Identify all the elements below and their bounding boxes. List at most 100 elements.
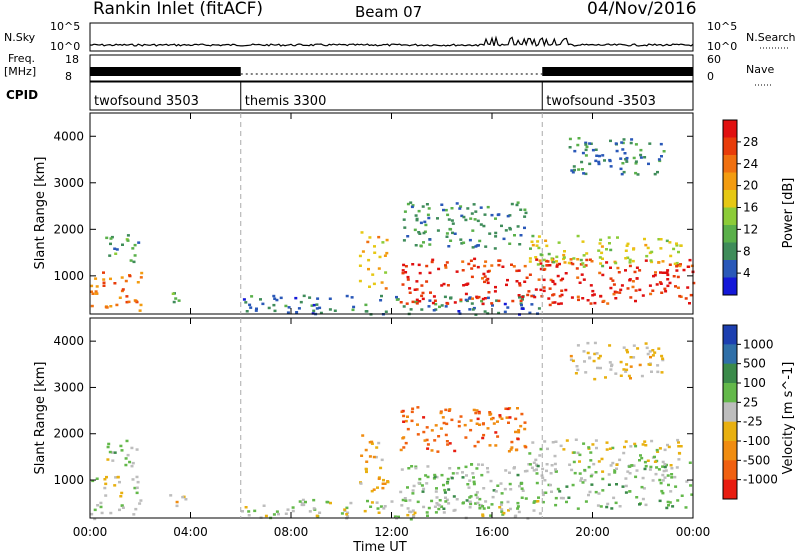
echo-cell-7 (589, 451, 593, 454)
echo-cell-0 (94, 290, 98, 293)
echo-cell-5 (447, 218, 451, 221)
echo-cell-6 (452, 495, 456, 498)
echo-cell-6 (470, 463, 474, 466)
echo-cell-0 (113, 282, 117, 285)
echo-cell-8 (614, 372, 618, 375)
echo-cell-6 (437, 267, 441, 271)
echo-cell-3 (413, 511, 417, 515)
echo-cell-0 (105, 475, 108, 479)
colorbar-band (723, 460, 737, 481)
echo-cell-3 (459, 299, 463, 303)
echo-cell-5 (440, 203, 444, 206)
echo-cell-4 (370, 489, 374, 493)
echo-cell-6 (632, 464, 636, 467)
echo-cell-3 (384, 310, 388, 313)
echo-cell-3 (480, 299, 484, 303)
echo-cell-3 (503, 302, 507, 306)
echo-cell-7 (576, 234, 580, 238)
echo-cell-3 (420, 308, 424, 311)
echo-cell-7 (601, 470, 605, 473)
echo-cell-5 (507, 421, 510, 424)
echo-cell-3 (275, 510, 279, 513)
echo-cell-6 (601, 489, 605, 492)
echo-cell-4 (375, 446, 379, 449)
echo-cell-4 (386, 480, 390, 484)
echo-cell-6 (558, 490, 562, 493)
echo-cell-7 (542, 258, 546, 262)
echo-cell-3 (507, 509, 510, 512)
echo-cell-4 (377, 235, 381, 239)
echo-cell-7 (626, 256, 630, 259)
echo-cell-2 (174, 297, 178, 300)
echo-cell-8 (629, 141, 633, 145)
echo-cell-5 (517, 429, 521, 432)
echo-cell-0 (116, 476, 120, 479)
y-tick-label: 2000 (53, 427, 84, 441)
colorbar-band (723, 190, 737, 208)
echo-cell-6 (405, 302, 409, 305)
echo-cell-6 (403, 497, 407, 500)
echo-cell-5 (464, 436, 468, 439)
echo-cell-7 (562, 253, 566, 257)
echo-cell-8 (629, 356, 633, 359)
echo-cell-6 (510, 263, 513, 266)
echo-cell-5 (406, 235, 410, 238)
echo-cell-5 (469, 217, 473, 220)
echo-cell-5 (513, 234, 516, 237)
echo-cell-0 (104, 494, 108, 497)
echo-cell-6 (624, 477, 628, 480)
echo-cell-6 (444, 496, 447, 499)
echo-cell-3 (432, 309, 436, 312)
echo-cell-7 (563, 261, 567, 264)
echo-cell-6 (406, 486, 409, 489)
echo-cell-5 (470, 212, 474, 215)
echo-cell-0 (115, 303, 119, 307)
echo-cell-8 (661, 358, 665, 362)
echo-cell-1 (133, 243, 137, 247)
echo-cell-1 (109, 242, 112, 246)
colorbar-band (723, 421, 737, 442)
echo-cell-6 (490, 302, 494, 305)
echo-cell-6 (617, 271, 621, 274)
echo-cell-6 (551, 301, 555, 304)
echo-cell-3 (272, 513, 276, 516)
echo-cell-6 (417, 481, 421, 485)
echo-cell-4 (381, 482, 385, 485)
echo-cell-6 (494, 285, 497, 289)
echo-cell-6 (528, 273, 532, 276)
echo-cell-7 (679, 445, 683, 448)
echo-cell-5 (506, 407, 510, 411)
echo-cell-6 (404, 271, 408, 274)
echo-cell-8 (660, 371, 664, 374)
echo-cell-7 (605, 441, 609, 444)
echo-cell-3 (434, 308, 438, 311)
nave-label: Nave (746, 63, 774, 76)
echo-cell-2 (175, 504, 179, 508)
echo-cell-6 (634, 299, 637, 303)
echo-cell-3 (377, 511, 381, 514)
echo-cell-6 (551, 279, 555, 283)
echo-cell-3 (538, 512, 542, 515)
echo-cell-5 (483, 213, 487, 216)
echo-cell-5 (471, 246, 475, 249)
echo-cell-7 (666, 443, 669, 447)
echo-cell-3 (482, 507, 486, 510)
echo-cell-6 (569, 261, 573, 265)
echo-cell-0 (99, 505, 103, 509)
echo-cell-6 (496, 484, 500, 487)
echo-cell-3 (442, 511, 446, 514)
echo-cell-6 (421, 297, 425, 301)
echo-cell-3 (528, 311, 532, 315)
echo-cell-3 (440, 304, 444, 307)
echo-cell-6 (433, 299, 437, 302)
echo-cell-6 (667, 483, 670, 487)
echo-cell-6 (606, 502, 610, 506)
echo-cell-8 (658, 159, 662, 163)
echo-cell-3 (249, 306, 253, 309)
echo-cell-5 (515, 203, 519, 207)
echo-cell-8 (597, 357, 601, 360)
echo-cell-1 (109, 237, 113, 240)
echo-cell-6 (523, 264, 527, 268)
echo-cell-8 (580, 168, 584, 171)
echo-cell-6 (437, 507, 441, 511)
